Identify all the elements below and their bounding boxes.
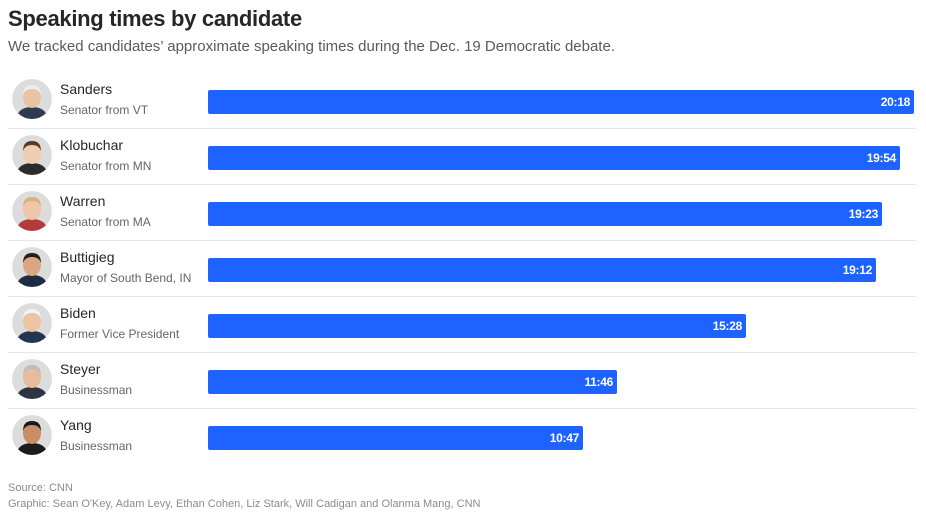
candidate-avatar: [12, 303, 52, 343]
chart-title: Speaking times by candidate: [8, 6, 302, 31]
candidate-avatar: [12, 135, 52, 175]
candidate-role: Senator from VT: [60, 103, 149, 117]
candidate-avatar: [12, 415, 52, 455]
candidate-avatar: [12, 79, 52, 119]
speaking-time-label: 20:18: [880, 95, 911, 109]
candidate-role: Former Vice President: [60, 327, 180, 341]
candidate-name: Biden: [60, 305, 96, 321]
candidate-row: Buttigieg Mayor of South Bend, IN 19:12: [0, 241, 926, 297]
speaking-time-bar: 20:18: [208, 90, 914, 114]
candidate-avatar: [12, 359, 52, 399]
row-divider: [8, 352, 916, 353]
speaking-time-label: 10:47: [549, 431, 580, 445]
candidate-role: Senator from MN: [60, 159, 152, 173]
row-divider: [8, 240, 916, 241]
candidate-row: Klobuchar Senator from MN 19:54: [0, 129, 926, 185]
candidate-name: Klobuchar: [60, 137, 124, 153]
candidate-name: Steyer: [60, 361, 101, 377]
chart-subtitle: We tracked candidates’ approximate speak…: [8, 38, 615, 55]
candidate-avatar: [12, 191, 52, 231]
speaking-time-label: 15:28: [712, 319, 743, 333]
candidate-avatar: [12, 247, 52, 287]
speaking-time-label: 11:46: [584, 375, 613, 389]
speaking-time-label: 19:54: [866, 151, 897, 165]
row-divider: [8, 296, 916, 297]
candidate-row: Biden Former Vice President 15:28: [0, 297, 926, 353]
speaking-time-bar: 19:12: [208, 258, 876, 282]
row-divider: [8, 128, 916, 129]
candidate-role: Mayor of South Bend, IN: [60, 271, 192, 285]
candidate-name: Yang: [60, 417, 92, 433]
candidate-role: Businessman: [60, 383, 133, 397]
bar-chart: Sanders Senator from VT 20:18 Klobuchar Sena…: [0, 73, 926, 465]
row-divider: [8, 408, 916, 409]
candidate-role: Senator from MA: [60, 215, 151, 229]
speaking-time-bar: 11:46: [208, 370, 617, 394]
candidate-row: Yang Businessman 10:47: [0, 409, 926, 465]
credits-note: Graphic: Sean O'Key, Adam Levy, Ethan Co…: [8, 498, 481, 510]
candidate-name: Buttigieg: [60, 249, 115, 265]
candidate-row: Warren Senator from MA 19:23: [0, 185, 926, 241]
candidate-row: Sanders Senator from VT 20:18: [0, 73, 926, 129]
speaking-time-bar: 15:28: [208, 314, 746, 338]
candidate-name: Sanders: [60, 81, 113, 97]
speaking-time-label: 19:12: [842, 263, 873, 277]
speaking-time-bar: 19:54: [208, 146, 900, 170]
speaking-time-bar: 10:47: [208, 426, 583, 450]
candidate-role: Businessman: [60, 439, 133, 453]
candidate-row: Steyer Businessman 11:46: [0, 353, 926, 409]
source-note: Source: CNN: [8, 482, 73, 494]
speaking-time-bar: 19:23: [208, 202, 882, 226]
candidate-name: Warren: [60, 193, 106, 209]
speaking-time-label: 19:23: [848, 207, 879, 221]
row-divider: [8, 184, 916, 185]
